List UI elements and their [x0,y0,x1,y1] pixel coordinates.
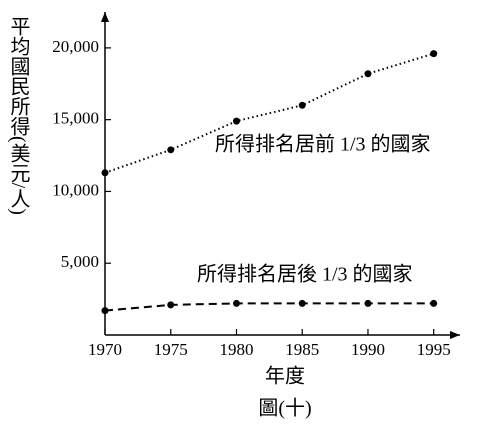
data-point [232,299,240,307]
y-tick-label: 15,000 [52,109,99,128]
data-point [430,50,438,58]
x-tick-label: 1970 [88,340,122,359]
series-label: 所得排名居前 1/3 的國家 [215,133,431,156]
series-line [104,52,434,174]
series-line [104,302,434,312]
x-tick-label: 1985 [285,340,319,359]
y-axis-label: 平均國民所得(美元/人) [7,16,30,215]
x-tick-label: 1990 [351,340,385,359]
data-point [298,101,306,109]
x-tick-label: 1975 [154,340,188,359]
y-tick-label: 20,000 [52,37,99,56]
data-point [167,146,175,154]
data-point [364,299,372,307]
data-point [232,117,240,125]
y-tick-label: 10,000 [52,180,99,199]
data-point [101,307,109,315]
data-point [167,301,175,309]
caption: 圖(十) [258,397,311,420]
y-tick-label: 5,000 [61,252,99,271]
x-tick-label: 1980 [219,340,253,359]
x-axis-arrow [450,331,460,339]
x-axis-label: 年度 [265,365,305,388]
data-point [101,169,109,177]
data-point [430,299,438,307]
data-point [364,70,372,78]
y-axis-arrow [101,12,109,22]
x-tick-label: 1995 [417,340,451,359]
series-label: 所得排名居後 1/3 的國家 [197,263,413,286]
data-point [298,299,306,307]
